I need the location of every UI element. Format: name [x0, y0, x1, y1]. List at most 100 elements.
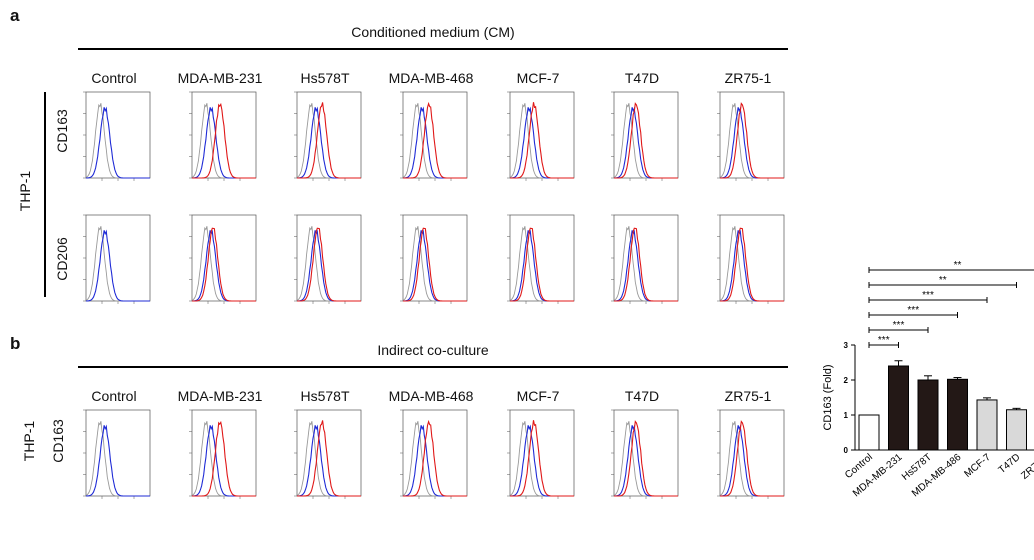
panel-b-column-header: MDA-MB-468 — [388, 388, 474, 404]
panel-b-cd163-histogram — [507, 409, 575, 499]
panel-b-column-header: Hs578T — [300, 388, 350, 404]
bar — [917, 379, 939, 451]
panel-b-column-header: MCF-7 — [516, 388, 560, 404]
panel-a-column-header: Control — [91, 70, 137, 86]
panel-b-cd163-histogram — [717, 409, 785, 499]
x-tick-label: T47D — [997, 452, 1023, 476]
panel-a-divider — [78, 48, 788, 50]
treated-curve — [614, 420, 678, 497]
control-curve — [85, 229, 150, 302]
panel-b-cd163-histogram — [294, 409, 362, 499]
control-curve — [85, 424, 150, 497]
treated-curve — [403, 227, 467, 302]
panel-a-cd163-histogram — [400, 91, 468, 181]
panel-a-column-header: Hs578T — [300, 70, 350, 86]
panel-b-column-header: T47D — [624, 388, 660, 404]
panel-b-cd163-histogram — [189, 409, 257, 499]
significance-stars: *** — [907, 305, 919, 316]
panel-a-column-header: MDA-MB-468 — [388, 70, 474, 86]
panel-b-cd163-histogram — [400, 409, 468, 499]
panel-a-cd206-histogram — [294, 214, 362, 304]
panel-a-row-label-cd206: CD206 — [54, 237, 70, 281]
control-curve — [85, 106, 150, 179]
treated-curve — [510, 420, 574, 497]
treated-curve — [297, 227, 361, 302]
treated-curve — [510, 102, 574, 179]
panel-a-letter: a — [10, 6, 20, 25]
significance-stars: ** — [939, 275, 947, 286]
bar — [888, 365, 909, 451]
x-tick-label: ZR75-1 — [1019, 452, 1034, 482]
panel-a-cell-line-label: THP-1 — [17, 170, 33, 212]
control-curve — [719, 106, 784, 179]
treated-curve — [192, 420, 256, 497]
panel-b-cell-line-label: THP-1 — [21, 420, 37, 462]
panel-b-cd163-histogram — [611, 409, 679, 499]
control-curve — [509, 229, 574, 302]
significance-stars: *** — [893, 320, 905, 331]
significance-stars: *** — [878, 335, 890, 346]
panel-a-cd206-histogram — [717, 214, 785, 304]
control-curve — [296, 229, 361, 302]
control-curve — [191, 424, 256, 497]
panel-a-column-header: ZR75-1 — [724, 70, 772, 86]
y-tick-label: 2 — [844, 376, 849, 385]
treated-curve — [614, 102, 678, 179]
control-curve — [613, 229, 678, 302]
control-curve — [509, 106, 574, 179]
panel-a-row-bracket — [44, 92, 46, 297]
panel-a-row-label-cd163: CD163 — [54, 109, 70, 153]
panel-a-cd206-histogram — [400, 214, 468, 304]
treated-curve — [720, 102, 784, 179]
control-curve — [191, 106, 256, 179]
panel-a-cd206-histogram — [507, 214, 575, 304]
bar — [1006, 409, 1027, 451]
panel-b-column-header: Control — [91, 388, 137, 404]
y-axis-label: CD163 (Fold) — [822, 364, 834, 430]
treated-curve — [403, 101, 467, 179]
treated-curve — [614, 227, 678, 302]
panel-a-cd163-histogram — [611, 91, 679, 181]
panel-b-divider — [78, 366, 788, 368]
panel-a-cd163-histogram — [507, 91, 575, 181]
panel-a-column-header: MDA-MB-231 — [177, 70, 263, 86]
panel-b-column-header: MDA-MB-231 — [177, 388, 263, 404]
treated-curve — [720, 420, 784, 497]
panel-a-column-header: MCF-7 — [516, 70, 560, 86]
treated-curve — [192, 102, 256, 179]
panel-a-cd163-histogram — [717, 91, 785, 181]
y-tick-label: 3 — [844, 341, 849, 350]
control-curve — [613, 424, 678, 497]
bar — [947, 378, 968, 451]
bar — [858, 414, 880, 451]
control-curve — [509, 424, 574, 497]
control-curve — [613, 106, 678, 179]
panel-b-title: Indirect co-culture — [377, 342, 489, 358]
y-tick-label: 1 — [844, 411, 849, 420]
treated-curve — [720, 227, 784, 302]
control-curve — [719, 424, 784, 497]
treated-curve — [297, 420, 361, 497]
panel-b-column-header: ZR75-1 — [724, 388, 772, 404]
panel-a-cd163-histogram — [294, 91, 362, 181]
panel-a-cd206-histogram — [189, 214, 257, 304]
treated-curve — [192, 227, 256, 302]
control-curve — [402, 229, 467, 302]
treated-curve — [403, 419, 467, 497]
panel-a-title: Conditioned medium (CM) — [351, 24, 515, 40]
x-tick-label: MCF-7 — [962, 452, 993, 480]
panel-a-cd206-histogram — [83, 214, 151, 304]
treated-curve — [297, 102, 361, 179]
bar — [976, 399, 998, 451]
panel-a-column-header: T47D — [624, 70, 660, 86]
panel-b-cd163-histogram — [83, 409, 151, 499]
y-tick-label: 0 — [844, 446, 849, 455]
panel-a-cd206-histogram — [611, 214, 679, 304]
panel-a-cd163-histogram — [83, 91, 151, 181]
control-curve — [191, 229, 256, 302]
panel-b-row-label-cd163: CD163 — [50, 419, 66, 463]
significance-stars: ** — [954, 260, 962, 271]
control-curve — [719, 229, 784, 302]
significance-stars: *** — [922, 290, 934, 301]
control-curve — [296, 106, 361, 179]
